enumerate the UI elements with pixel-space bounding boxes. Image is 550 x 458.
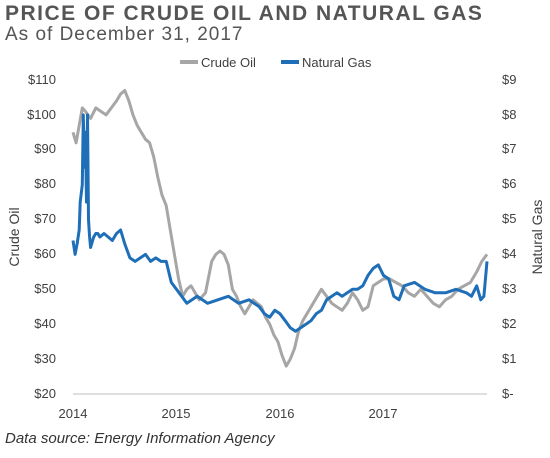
y-left-tick: $50 xyxy=(34,281,56,296)
y-right-tick: $6 xyxy=(502,176,516,191)
legend: Crude Oil Natural Gas xyxy=(180,55,372,70)
y-left-tick: $30 xyxy=(34,351,56,366)
y-right-tick: $7 xyxy=(502,141,516,156)
y-right-tick: $8 xyxy=(502,107,516,122)
y-right-tick: $- xyxy=(502,386,514,401)
y-left-tick: $110 xyxy=(28,72,56,87)
y-left-tick: $70 xyxy=(34,211,56,226)
y-right-tick: $1 xyxy=(502,351,516,366)
y-right-tick: $3 xyxy=(502,281,516,296)
x-tick: 2016 xyxy=(266,406,295,421)
y-left-axis-label: Crude Oil xyxy=(6,207,22,266)
y-left-tick: $90 xyxy=(34,141,56,156)
crude-oil-line xyxy=(71,89,489,368)
y-left-tick: $60 xyxy=(34,246,56,261)
y-left-axis: $110 $100 $90 $80 $70 $60 $50 $40 $30 $2… xyxy=(27,72,56,401)
y-right-tick: $5 xyxy=(502,211,516,226)
y-right-tick: $4 xyxy=(502,246,516,261)
y-left-tick: $20 xyxy=(34,386,56,401)
y-right-tick: $2 xyxy=(502,316,516,331)
x-axis: 2014 2015 2016 2017 xyxy=(59,406,398,421)
legend-label-crude-oil: Crude Oil xyxy=(201,55,256,70)
y-left-tick: $80 xyxy=(34,176,56,191)
data-source-note: Data source: Energy Information Agency xyxy=(5,430,275,447)
legend-label-natural-gas: Natural Gas xyxy=(302,55,372,70)
y-left-tick: $100 xyxy=(27,107,56,122)
y-right-tick: $9 xyxy=(502,72,516,87)
y-right-axis: $9 $8 $7 $6 $5 $4 $3 $2 $1 $- xyxy=(502,72,516,401)
y-left-tick: $40 xyxy=(34,316,56,331)
x-tick: 2015 xyxy=(162,406,191,421)
chart-subtitle: As of December 31, 2017 xyxy=(5,24,244,45)
chart-title: PRICE OF CRUDE OIL AND NATURAL GAS xyxy=(5,2,484,25)
y-right-axis-label: Natural Gas xyxy=(529,200,545,275)
x-tick: 2017 xyxy=(369,406,398,421)
x-tick: 2014 xyxy=(59,406,88,421)
natural-gas-line xyxy=(71,113,489,333)
